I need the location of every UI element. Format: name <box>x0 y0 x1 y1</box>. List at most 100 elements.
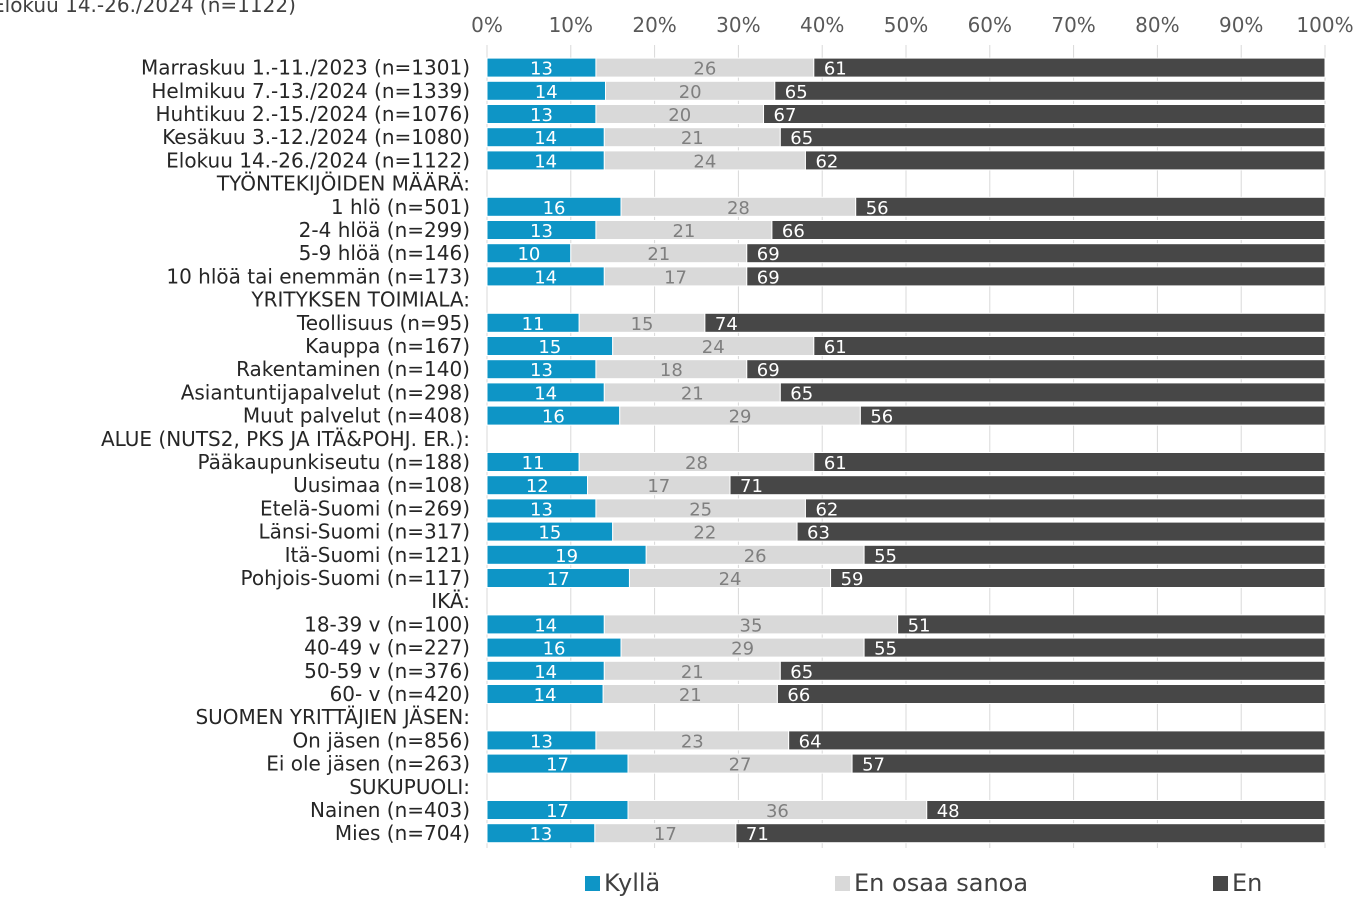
data-label: 17 <box>654 824 677 845</box>
data-label: 15 <box>538 337 561 358</box>
data-label: 11 <box>522 314 545 335</box>
legend-item-en: En <box>1213 869 1262 897</box>
data-label: 66 <box>782 221 805 242</box>
data-label: 15 <box>538 523 561 544</box>
bar-segment <box>779 382 1326 403</box>
data-label: 67 <box>774 105 797 126</box>
data-label: 71 <box>746 824 769 845</box>
data-label: 12 <box>526 476 549 497</box>
category-label: 50-59 v (n=376) <box>304 659 470 683</box>
data-label: 51 <box>908 615 931 636</box>
data-label: 10 <box>517 244 540 265</box>
data-label: 29 <box>729 407 752 428</box>
data-label: 17 <box>647 476 670 497</box>
data-label: 17 <box>546 801 569 822</box>
bar-segment <box>735 823 1326 844</box>
legend-item-kylla: Kyllä <box>585 869 660 897</box>
category-label: Teollisuus (n=95) <box>296 311 470 335</box>
data-label: 64 <box>799 731 822 752</box>
data-label: 27 <box>729 755 752 776</box>
x-tick-label: 100% <box>1296 13 1353 37</box>
x-tick-label: 20% <box>632 13 676 37</box>
data-label: 59 <box>841 569 864 590</box>
data-label: 20 <box>679 82 702 103</box>
category-label: Etelä-Suomi (n=269) <box>260 496 470 520</box>
data-label: 74 <box>715 314 738 335</box>
bar-segment <box>813 336 1326 356</box>
data-label: 17 <box>546 755 569 776</box>
bar-segment <box>897 614 1326 635</box>
legend-swatch-en <box>1213 875 1228 891</box>
bar-segment <box>855 196 1326 217</box>
data-label: 18 <box>660 360 683 381</box>
bar-segment <box>863 544 1326 565</box>
data-label: 55 <box>874 639 897 660</box>
data-label: 65 <box>790 383 813 404</box>
bar-segment <box>804 498 1326 519</box>
bar-segment <box>926 800 1326 820</box>
data-label: 71 <box>740 476 763 497</box>
data-label: 13 <box>530 360 553 381</box>
x-tick-label: 30% <box>716 13 760 37</box>
bar-segment <box>830 568 1326 588</box>
data-label: 35 <box>740 615 763 636</box>
data-label: 69 <box>757 244 780 265</box>
bar-segment <box>774 80 1326 101</box>
category-label: Kauppa (n=167) <box>305 334 470 358</box>
bar-segment <box>779 660 1326 681</box>
bar-segment <box>746 266 1326 287</box>
data-label: 24 <box>702 337 725 358</box>
x-tick-label: 80% <box>1135 13 1179 37</box>
group-header-label: TYÖNTEKIJÖIDEN MÄÄRÄ: <box>216 172 470 196</box>
data-label: 23 <box>681 731 704 752</box>
data-label: 28 <box>685 453 708 474</box>
data-label: 21 <box>672 221 695 242</box>
data-label: 17 <box>664 267 687 288</box>
x-tick-label: 70% <box>1051 13 1095 37</box>
data-label: 63 <box>807 523 830 544</box>
data-label: 14 <box>534 685 557 706</box>
category-label: Mies (n=704) <box>335 821 470 845</box>
data-label: 19 <box>555 546 578 567</box>
data-label: 21 <box>681 383 704 404</box>
data-label: 57 <box>862 755 885 776</box>
x-tick-label: 50% <box>884 13 928 37</box>
bar-segment <box>776 684 1326 704</box>
data-label: 69 <box>757 267 780 288</box>
category-label: Pääkaupunkiseutu (n=188) <box>197 450 470 474</box>
data-label: 11 <box>522 453 545 474</box>
bar-segment <box>851 753 1326 774</box>
category-label: 2-4 hlöä (n=299) <box>299 218 470 242</box>
bar-segment <box>813 57 1326 78</box>
data-label: 22 <box>693 523 716 544</box>
category-label: Pohjois-Suomi (n=117) <box>241 566 470 590</box>
data-label: 25 <box>689 499 712 520</box>
category-label: Länsi-Suomi (n=317) <box>259 520 470 544</box>
data-label: 15 <box>631 314 654 335</box>
data-label: 36 <box>766 801 789 822</box>
bar-segment <box>804 150 1326 171</box>
category-label: 10 hlöä tai enemmän (n=173) <box>166 264 470 288</box>
x-tick-label: 40% <box>800 13 844 37</box>
bar-segment <box>779 127 1326 148</box>
data-label: 13 <box>530 105 553 126</box>
data-label: 16 <box>542 407 565 428</box>
category-label: Uusimaa (n=108) <box>293 473 470 497</box>
bar-segment <box>746 359 1326 380</box>
x-tick-label: 60% <box>968 13 1012 37</box>
bar-segment <box>859 405 1326 426</box>
data-label: 29 <box>731 639 754 660</box>
legend: Kyllä En osaa sanoa En <box>585 868 1345 898</box>
category-label: Huhtikuu 2.-15./2024 (n=1076) <box>155 102 470 126</box>
data-label: 56 <box>866 198 889 219</box>
category-label: Rakentaminen (n=140) <box>236 357 470 381</box>
data-label: 13 <box>530 221 553 242</box>
data-label: 13 <box>529 824 552 845</box>
data-label: 26 <box>693 59 716 80</box>
data-label: 65 <box>790 128 813 149</box>
group-header-label: IKÄ: <box>431 589 470 613</box>
data-label: 14 <box>534 267 557 288</box>
data-label: 24 <box>719 569 742 590</box>
data-label: 69 <box>757 360 780 381</box>
